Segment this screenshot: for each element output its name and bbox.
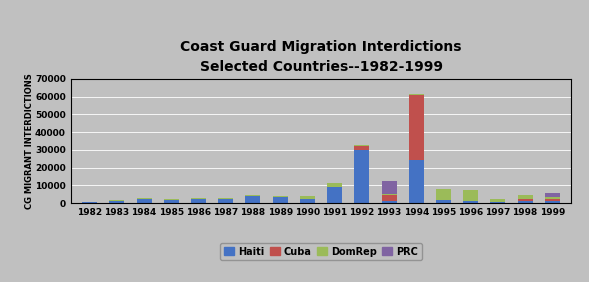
Bar (191, 199, 206, 203)
Bar (355, 146, 369, 150)
Bar (355, 145, 369, 146)
Bar (409, 94, 423, 95)
Title: Coast Guard Migration Interdictions
Selected Countries--1982-1999: Coast Guard Migration Interdictions Sele… (180, 40, 462, 74)
Bar (300, 199, 315, 203)
Bar (82, 202, 97, 203)
Bar (545, 199, 560, 201)
Legend: Haiti, Cuba, DomRep, PRC: Haiti, Cuba, DomRep, PRC (220, 243, 422, 260)
Bar (518, 199, 532, 201)
Bar (191, 198, 206, 199)
Bar (246, 196, 260, 203)
Bar (491, 199, 505, 202)
Bar (219, 198, 233, 199)
Bar (409, 95, 423, 160)
Bar (246, 195, 260, 196)
Bar (545, 193, 560, 197)
Bar (164, 200, 179, 203)
Bar (436, 201, 451, 203)
Bar (491, 202, 505, 203)
Bar (545, 197, 560, 199)
Bar (463, 190, 478, 201)
Bar (327, 187, 342, 203)
Bar (355, 150, 369, 203)
Bar (518, 195, 532, 199)
Bar (300, 196, 315, 199)
Bar (273, 197, 287, 203)
Bar (219, 199, 233, 203)
Bar (327, 183, 342, 187)
Bar (382, 194, 396, 195)
Bar (110, 201, 124, 203)
Bar (436, 189, 451, 201)
Bar (382, 195, 396, 201)
Bar (382, 181, 396, 194)
Y-axis label: CG MIGRANT INTERDICTIONS: CG MIGRANT INTERDICTIONS (25, 73, 34, 209)
Bar (137, 198, 151, 199)
Bar (137, 199, 151, 203)
Bar (164, 199, 179, 200)
Bar (409, 160, 423, 203)
Bar (518, 201, 532, 203)
Bar (463, 201, 478, 203)
Bar (545, 201, 560, 203)
Bar (382, 201, 396, 203)
